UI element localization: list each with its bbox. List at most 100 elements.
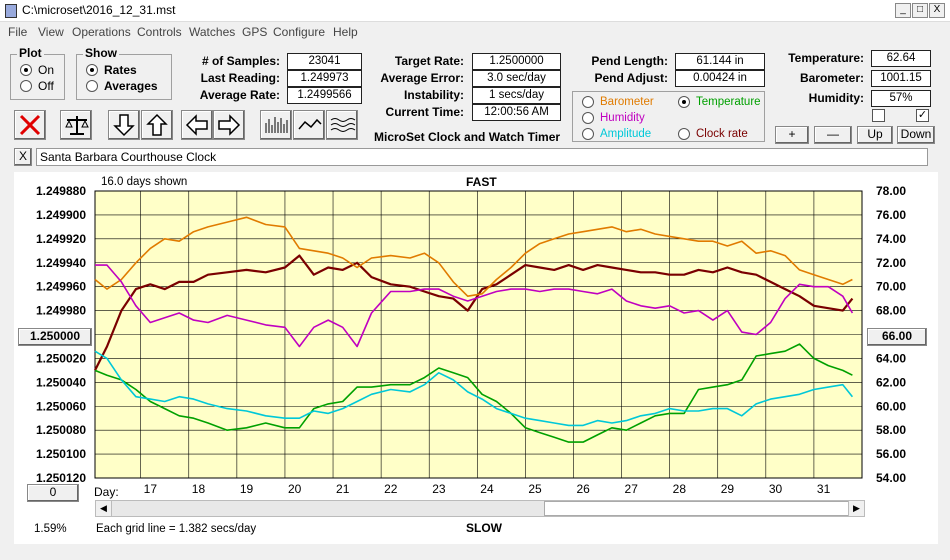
clock-rate-option-label: Clock rate xyxy=(696,128,748,140)
left-tick-label: 1.249940 xyxy=(36,256,86,270)
menu-file[interactable]: File xyxy=(8,25,28,39)
samples-value: 23041 xyxy=(287,53,362,70)
offset-button[interactable]: 0 xyxy=(27,484,79,502)
chart-scrollbar[interactable]: ◀ ▶ xyxy=(95,500,865,517)
menu-watches[interactable]: Watches xyxy=(189,25,236,39)
x-tick-label: 28 xyxy=(673,482,687,496)
show-rates-radio[interactable]: Rates xyxy=(86,63,137,77)
radio-dot xyxy=(582,112,594,124)
average-rate-label: Average Rate: xyxy=(199,88,280,102)
show-rates-label: Rates xyxy=(104,63,137,77)
app-name-label: MicroSet Clock and Watch Timer xyxy=(374,130,561,144)
grid-note-label: Each grid line = 1.382 secs/day xyxy=(96,523,257,535)
show-averages-radio[interactable]: Averages xyxy=(86,79,158,93)
down-button[interactable]: Down xyxy=(897,126,935,144)
wave-lines-icon xyxy=(330,118,356,132)
menu-gps[interactable]: GPS xyxy=(242,25,268,39)
x-tick-label: 30 xyxy=(769,482,783,496)
clock-rate-radio[interactable]: Clock rate xyxy=(678,128,748,140)
description-field[interactable]: Santa Barbara Courthouse Clock xyxy=(36,148,928,166)
move-up-button[interactable] xyxy=(141,110,173,140)
plot-off-radio[interactable]: Off xyxy=(20,79,54,93)
temperature-option-label: Temperature xyxy=(696,96,761,108)
description-close-button[interactable]: X xyxy=(14,148,32,166)
left-axis-ticks: 1.249880 1.249900 1.249920 1.249940 1.249960… xyxy=(36,184,86,485)
close-button[interactable]: X xyxy=(929,3,945,18)
scroll-right-arrow-icon[interactable]: ▶ xyxy=(848,501,864,516)
temperature-radio[interactable]: Temperature xyxy=(678,96,761,108)
pend-adjust-label: Pend Adjust: xyxy=(594,71,668,85)
bar-chart-icon xyxy=(265,117,288,133)
barometer-radio[interactable]: Barometer xyxy=(582,96,654,108)
series-line-temperature xyxy=(94,343,853,443)
x-tick-label: 24 xyxy=(480,482,494,496)
scroll-left-arrow-icon[interactable]: ◀ xyxy=(96,501,112,516)
radio-dot xyxy=(582,128,594,140)
menu-configure[interactable]: Configure xyxy=(273,25,326,39)
left-tick-label: 1.250060 xyxy=(36,399,86,413)
chart-panel: 16.0 days shown FAST SLOW Each grid line… xyxy=(14,172,938,544)
barometer-option-label: Barometer xyxy=(600,96,654,108)
right-tick-label: 60.00 xyxy=(876,399,906,413)
smoothed-view-button[interactable] xyxy=(326,110,358,140)
scrollbar-thumb[interactable] xyxy=(544,501,849,516)
series-lines xyxy=(94,216,854,443)
grid-lines xyxy=(95,191,862,478)
show-group-title: Show xyxy=(83,46,119,60)
slow-label: SLOW xyxy=(466,521,502,535)
raw-data-view-button[interactable] xyxy=(260,110,292,140)
right-tick-label: 56.00 xyxy=(876,447,906,461)
humidity-radio[interactable]: Humidity xyxy=(582,112,645,124)
average-error-label: Average Error: xyxy=(380,71,464,85)
plot-group: Plot xyxy=(10,46,65,100)
menu-help[interactable]: Help xyxy=(333,25,358,39)
left-tick-label: 1.250080 xyxy=(36,423,86,437)
temperature-value: 62.64 xyxy=(871,50,931,67)
target-rate-value: 1.2500000 xyxy=(472,53,561,70)
balance-button[interactable] xyxy=(60,110,92,140)
x-tick-label: 25 xyxy=(528,482,542,496)
line-view-button[interactable] xyxy=(293,110,325,140)
percent-label: 1.59% xyxy=(34,523,67,535)
arrow-right-icon xyxy=(218,114,241,136)
x-tick-label: 20 xyxy=(288,482,302,496)
radio-dot xyxy=(20,80,32,92)
move-down-button[interactable] xyxy=(108,110,140,140)
instability-value: 1 secs/day xyxy=(472,87,561,104)
menu-controls[interactable]: Controls xyxy=(137,25,182,39)
up-button[interactable]: Up xyxy=(857,126,893,144)
minus-button[interactable]: — xyxy=(814,126,852,144)
option-checkbox-left[interactable] xyxy=(872,109,885,122)
barometer-value: 1001.15 xyxy=(871,70,931,87)
line-graph-icon xyxy=(298,118,322,130)
left-axis-reference-button[interactable]: 1.250000 xyxy=(18,328,92,346)
current-time-value: 12:00:56 AM xyxy=(472,104,561,121)
menu-operations[interactable]: Operations xyxy=(72,25,131,39)
plot-on-radio[interactable]: On xyxy=(20,63,54,77)
title-bar: C:\microset\2016_12_31.mst _ □ X xyxy=(0,0,950,22)
clear-button[interactable] xyxy=(14,110,46,140)
move-right-button[interactable] xyxy=(213,110,245,140)
amplitude-radio[interactable]: Amplitude xyxy=(582,128,651,140)
maximize-button[interactable]: □ xyxy=(912,3,928,18)
right-axis-ticks: 78.00 76.00 74.00 72.00 70.00 68.00 64.00 62.00… xyxy=(876,184,906,485)
right-tick-label: 54.00 xyxy=(876,471,906,485)
option-checkbox-right[interactable]: ✓ xyxy=(916,109,929,122)
radio-dot xyxy=(678,128,690,140)
radio-dot xyxy=(86,80,98,92)
move-left-button[interactable] xyxy=(181,110,213,140)
right-axis-reference-button[interactable]: 66.00 xyxy=(867,328,927,346)
humidity-value: 57% xyxy=(871,90,931,107)
window-title: C:\microset\2016_12_31.mst xyxy=(22,3,176,17)
right-tick-label: 72.00 xyxy=(876,256,906,270)
samples-label: # of Samples: xyxy=(201,54,280,68)
plus-button[interactable]: + xyxy=(775,126,809,144)
menu-view[interactable]: View xyxy=(38,25,64,39)
minimize-button[interactable]: _ xyxy=(895,3,911,18)
right-tick-label: 62.00 xyxy=(876,375,906,389)
pend-adjust-value: 0.00424 in xyxy=(675,70,765,87)
right-tick-label: 58.00 xyxy=(876,423,906,437)
sensor-select-box xyxy=(572,91,765,142)
radio-dot xyxy=(678,96,690,108)
plot-group-title: Plot xyxy=(17,46,44,60)
